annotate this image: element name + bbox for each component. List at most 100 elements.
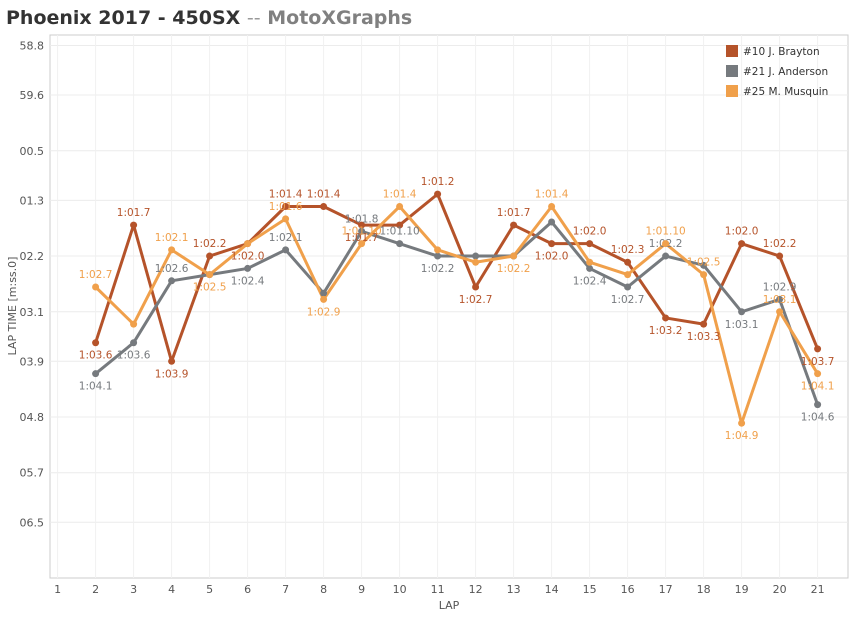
series-line: [94, 205, 819, 425]
data-label: 1:02.3: [611, 244, 645, 256]
x-tick-label: 16: [621, 583, 635, 596]
series-line: [94, 192, 819, 363]
x-tick-label: 11: [431, 583, 445, 596]
x-tick-label: 6: [244, 583, 251, 596]
data-label: 1:02.0: [573, 226, 607, 238]
point: [282, 215, 290, 223]
point: [814, 345, 822, 353]
point: [244, 240, 252, 248]
data-label: 1:02.1: [155, 232, 189, 244]
point: [206, 271, 214, 279]
point: [472, 252, 480, 260]
data-label: 1:02.9: [763, 281, 797, 293]
point: [320, 289, 328, 297]
legend-label: #10 J. Brayton: [743, 46, 820, 58]
data-label: 1:02.2: [763, 238, 797, 250]
point: [548, 203, 556, 211]
data-label: 1:02.4: [573, 275, 607, 287]
data-label: 1:01.7: [497, 207, 531, 219]
point: [586, 264, 594, 272]
x-tick-label: 12: [469, 583, 483, 596]
y-tick-label: 03.9: [20, 355, 45, 368]
data-label: 1:01.7: [117, 207, 151, 219]
point: [776, 295, 784, 303]
data-label: 1:03.6: [117, 350, 151, 362]
y-tick-label: 05.7: [20, 467, 45, 480]
data-label: 1:01.10: [379, 226, 419, 238]
point: [662, 314, 670, 322]
brand: MotoXGraphs: [267, 7, 412, 29]
y-tick-label: 06.5: [20, 516, 45, 529]
point: [282, 246, 290, 254]
x-tick-label: 19: [735, 583, 749, 596]
data-label: 1:01.10: [645, 226, 685, 238]
title-separator: --: [247, 7, 261, 29]
point: [738, 240, 746, 248]
point: [282, 203, 290, 211]
data-label: 1:01.2: [421, 176, 455, 188]
title: Phoenix 2017 - 450SX: [6, 7, 241, 29]
point: [814, 401, 822, 409]
point: [168, 246, 176, 254]
legend-swatch: [726, 45, 738, 57]
point: [700, 271, 708, 279]
legend-label: #21 J. Anderson: [743, 66, 828, 78]
point: [358, 227, 366, 235]
x-tick-label: 8: [320, 583, 327, 596]
x-tick-label: 5: [206, 583, 213, 596]
x-tick-label: 2: [92, 583, 99, 596]
data-label: 1:01.8: [345, 213, 379, 225]
point: [738, 419, 746, 427]
data-label: 1:02.5: [193, 282, 227, 294]
x-tick-label: 17: [659, 583, 673, 596]
legend-swatch: [726, 85, 738, 97]
data-label: 1:02.2: [193, 238, 227, 250]
point: [472, 283, 480, 291]
legend-swatch: [726, 65, 738, 77]
data-label: 1:02.0: [535, 251, 569, 263]
point: [624, 283, 632, 291]
point: [624, 271, 632, 279]
point: [472, 258, 480, 266]
x-tick-label: 15: [583, 583, 597, 596]
point: [586, 258, 594, 266]
point: [548, 218, 556, 226]
x-tick-label: 3: [130, 583, 137, 596]
legend-label: #25 M. Musquin: [743, 86, 828, 98]
x-tick-label: 18: [697, 583, 711, 596]
point: [320, 203, 328, 211]
point: [168, 357, 176, 365]
x-tick-label: 7: [282, 583, 289, 596]
data-label: 1:03.7: [801, 356, 835, 368]
data-label: 1:04.6: [801, 412, 835, 424]
y-tick-label: 00.5: [20, 145, 45, 158]
data-label: 1:01.4: [535, 189, 569, 201]
point: [396, 221, 404, 229]
point: [92, 339, 100, 347]
data-label: 1:03.3: [687, 331, 721, 343]
x-tick-label: 10: [393, 583, 407, 596]
y-tick-label: 58.8: [20, 40, 45, 53]
data-label: 1:03.1: [725, 319, 759, 331]
y-tick-label: 04.8: [20, 411, 45, 424]
point: [396, 203, 404, 211]
data-label: 1:01.4: [383, 189, 417, 201]
data-label: 1:04.1: [801, 381, 835, 393]
data-label: 1:02.5: [687, 257, 721, 269]
x-tick-label: 14: [545, 583, 559, 596]
plot-frame: [49, 34, 849, 579]
y-tick-label: 01.3: [20, 194, 45, 207]
point: [92, 370, 100, 378]
data-label: 1:02.0: [231, 251, 265, 263]
data-label: 1:02.1: [269, 232, 303, 244]
x-tick-label: 4: [168, 583, 175, 596]
point: [624, 258, 632, 266]
point: [700, 320, 708, 328]
point: [700, 261, 708, 269]
point: [548, 240, 556, 248]
point: [244, 264, 252, 272]
y-tick-label: 03.1: [20, 306, 45, 319]
data-label: 1:02.7: [611, 294, 645, 306]
point: [662, 240, 670, 248]
point: [206, 252, 214, 260]
